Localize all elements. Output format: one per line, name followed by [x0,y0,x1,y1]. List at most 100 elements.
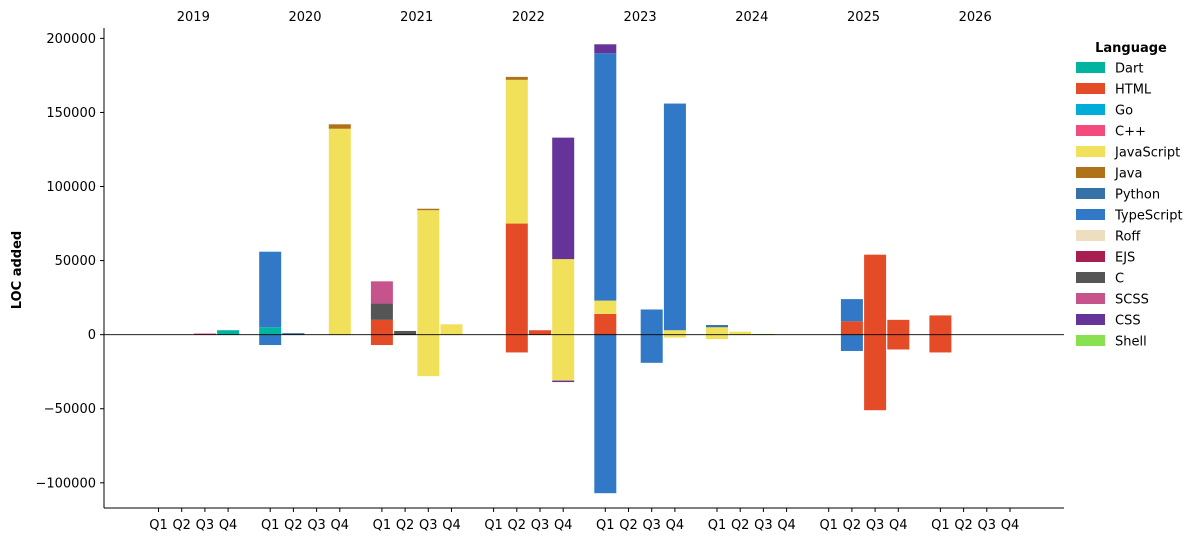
legend-swatch-shell [1076,335,1105,346]
bar-typescript-2025-q2-pos [840,299,863,322]
year-label-2020: 2020 [288,10,321,25]
year-label-2021: 2021 [400,10,433,25]
bar-dart-2020-q1-pos [259,327,282,335]
bar-python-2024-q1-pos [706,325,728,328]
x-tick-label-2020-q1: Q1 [261,518,280,533]
bar-typescript-2020-q1-neg [259,334,282,346]
x-tick-label-2026-q3: Q3 [978,518,997,533]
y-tick-label: 50000 [55,254,96,269]
x-tick-label-2023-q2: Q2 [619,518,638,533]
bar-javascript-2024-q1-pos [706,327,728,335]
bar-html-2023-q1-pos [594,313,617,335]
legend-swatch-ejs [1076,251,1105,262]
bar-css-2022-q4-neg [552,380,575,383]
legend-swatch-python [1076,188,1105,199]
x-tick-label-2026-q4: Q4 [1001,518,1020,533]
x-tick-label-2021-q4: Q4 [442,518,461,533]
bar-javascript-2022-q4-neg [552,334,575,381]
bar-typescript-2025-q2-neg [840,334,863,351]
bar-typescript-2023-q1-neg [594,334,617,494]
legend-swatch-dart [1076,62,1105,73]
bar-javascript-2024-q1-neg [706,334,728,340]
x-tick-label-2022-q4: Q4 [554,518,573,533]
bar-javascript-2023-q4-pos [663,330,686,335]
legend-label-roff: Roff [1115,230,1141,245]
x-tick-label-2023-q4: Q4 [666,518,685,533]
bar-typescript-2023-q3-neg [640,334,663,363]
x-tick-label-2022-q2: Q2 [508,518,527,533]
legend-swatch-javascript [1076,146,1105,157]
bar-typescript-2020-q1-pos [259,251,282,328]
x-tick-label-2020-q4: Q4 [331,518,350,533]
bar-html-2022-q2-neg [505,334,528,353]
bar-c-2021-q1-pos [370,303,393,320]
x-tick-label-2024-q3: Q3 [754,518,773,533]
bar-java-2022-q2-pos [505,76,528,80]
year-label-2026: 2026 [959,10,992,25]
bar-html-2026-q1-pos [929,315,952,335]
axes [103,28,1064,509]
bar-javascript-2022-q2-pos [505,79,528,224]
bar-html-2025-q4-neg [887,334,910,350]
bar-typescript-2023-q1-pos [594,53,617,301]
bar-html-2025-q2-pos [840,321,863,335]
y-tick-label: −100000 [35,476,96,491]
bar-typescript-2023-q4-pos [663,103,686,331]
year-label-2019: 2019 [177,10,210,25]
x-tick-label-2020-q3: Q3 [307,518,326,533]
legend-label-javascript: JavaScript [1114,146,1180,161]
legend-label-python: Python [1115,188,1160,203]
year-labels: 2019 2020 2021 2022 2023 2024 2025 2026 [177,10,992,25]
year-label-2024: 2024 [735,10,768,25]
legend-swatch-typescript [1076,209,1105,220]
bar-html-2025-q4-pos [887,319,910,335]
bar-html-2022-q2-pos [505,223,528,335]
legend-label-css: CSS [1115,314,1141,329]
y-ticks: −100000 −50000 0 50000 100000 150000 200000 [35,32,104,491]
year-label-2023: 2023 [624,10,657,25]
x-tick-label-2019-q3: Q3 [196,518,215,533]
legend-label-c-: C++ [1115,125,1146,140]
legend-swatch-c- [1076,125,1105,136]
y-tick-label: 200000 [46,32,96,47]
x-tick-label-2026-q2: Q2 [954,518,973,533]
bar-html-2021-q1-pos [370,319,393,335]
x-tick-label-2024-q2: Q2 [731,518,750,533]
x-tick-label-2022-q1: Q1 [484,518,503,533]
x-tick-label-2021-q2: Q2 [396,518,415,533]
bar-html-2025-q3-neg [864,334,887,411]
legend: Language Dart HTML Go C++ JavaScript Java Pyth… [1076,41,1183,350]
bar-html-2022-q3-pos [529,330,551,335]
bar-javascript-2024-q2-pos [729,331,752,335]
x-tick-label-2019-q1: Q1 [149,518,168,533]
legend-label-typescript: TypeScript [1114,209,1183,224]
y-tick-label: 100000 [46,180,96,195]
bar-java-2021-q3-pos [417,208,440,211]
legend-swatch-html [1076,83,1105,94]
year-label-2022: 2022 [512,10,545,25]
legend-label-shell: Shell [1115,335,1147,350]
bar-css-2023-q1-pos [594,44,617,54]
legend-label-java: Java [1114,167,1142,182]
bar-html-2025-q3-pos [864,254,887,335]
bar-dart-2019-q4-pos [217,330,240,335]
bar-c-2021-q2-pos [394,330,417,335]
bar-javascript-2023-q1-pos [594,300,617,314]
bar-javascript-2022-q4-pos [552,259,575,335]
bar-python-2020-q2-pos [282,333,305,335]
x-tick-label-2025-q2: Q2 [843,518,862,533]
x-tick-label-2022-q3: Q3 [531,518,550,533]
x-tick-label-2021-q3: Q3 [419,518,438,533]
x-tick-label-2025-q1: Q1 [819,518,838,533]
x-tick-label-2023-q1: Q1 [596,518,615,533]
year-label-2025: 2025 [847,10,880,25]
bar-typescript-2023-q3-pos [640,309,663,335]
legend-swatch-go [1076,104,1105,115]
legend-title: Language [1095,41,1167,56]
bar-javascript-2021-q4-pos [440,324,463,335]
x-tick-labels: Q1 Q2 Q3 Q4 Q1 Q2 Q3 Q4 Q1 Q2 Q3 Q4 Q1 Q2 Q3 Q4 Q1 Q2 Q3 Q4… [149,508,1019,533]
bar-javascript-2020-q4-pos [328,128,351,335]
x-tick-label-2025-q4: Q4 [889,518,908,533]
x-tick-label-2024-q1: Q1 [708,518,727,533]
bar-java-2020-q4-pos [328,124,351,129]
